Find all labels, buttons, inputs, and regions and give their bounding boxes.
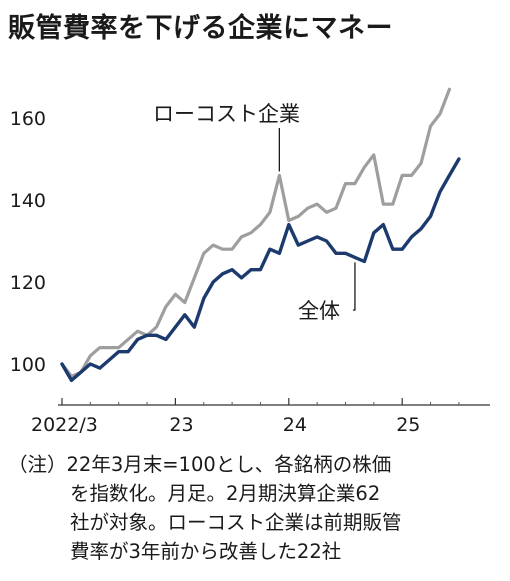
series-line-1	[60, 157, 461, 383]
x-tick-label: 25	[396, 414, 420, 436]
series-line-0	[60, 87, 451, 378]
series-label: ローコスト企業	[153, 102, 300, 126]
x-tick-label: 2022/3	[31, 414, 98, 436]
series-layer	[60, 87, 461, 383]
y-tick-label: 100	[10, 354, 46, 376]
chart-title: 販管費率を下げる企業にマネー	[8, 13, 393, 44]
footnote-line: 費率が3年前から改善した22社	[70, 540, 342, 563]
y-tick-label: 140	[10, 190, 46, 212]
x-tick-label: 23	[169, 414, 193, 436]
footnote: （注）22年3月末=100とし、各銘柄の株価 を指数化。月足。2月期決算企業62…	[8, 450, 503, 566]
footnote-line: 社が対象。ローコスト企業は前期販管	[70, 511, 402, 534]
y-tick-label: 120	[10, 272, 46, 294]
footnote-line: （注）22年3月末=100とし、各銘柄の株価	[8, 453, 392, 476]
label-leader	[353, 262, 356, 311]
x-axis: 2022/3 23 24 25	[31, 398, 490, 436]
footnote-line: を指数化。月足。2月期決算企業62	[70, 482, 381, 505]
x-tick-label: 24	[283, 414, 307, 436]
y-tick-label: 160	[10, 108, 46, 130]
y-axis: 100 120 140 160	[10, 108, 46, 376]
series-label: 全体	[298, 299, 340, 323]
